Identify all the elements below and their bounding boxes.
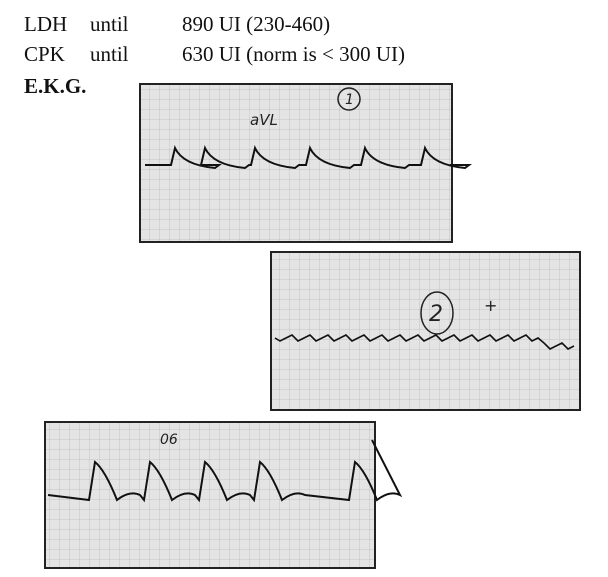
handwritten-note: 2 <box>429 302 443 327</box>
lab-value: 630 UI (norm is < 300 UI) <box>182 42 405 66</box>
section-title: E.K.G. <box>24 74 87 98</box>
ecg-strip <box>44 421 376 569</box>
lab-name: LDH <box>24 12 68 36</box>
handwritten-note: 06 <box>160 432 178 448</box>
handwritten-note: 1 <box>345 92 354 108</box>
ecg-trace <box>145 144 472 170</box>
ecg-trace <box>274 334 575 350</box>
handwritten-note: aVL <box>250 111 278 129</box>
circle-mark <box>337 87 361 111</box>
ecg-trace <box>47 439 403 503</box>
handwritten-note: + <box>484 296 497 315</box>
ecg-strip <box>270 251 581 411</box>
lab-qualifier: until <box>90 42 129 66</box>
lab-value: 890 UI (230-460) <box>182 12 331 36</box>
ecg-strip <box>139 83 453 243</box>
lab-qualifier: until <box>90 12 129 36</box>
lab-name: CPK <box>24 42 65 66</box>
circle-mark <box>420 291 454 335</box>
